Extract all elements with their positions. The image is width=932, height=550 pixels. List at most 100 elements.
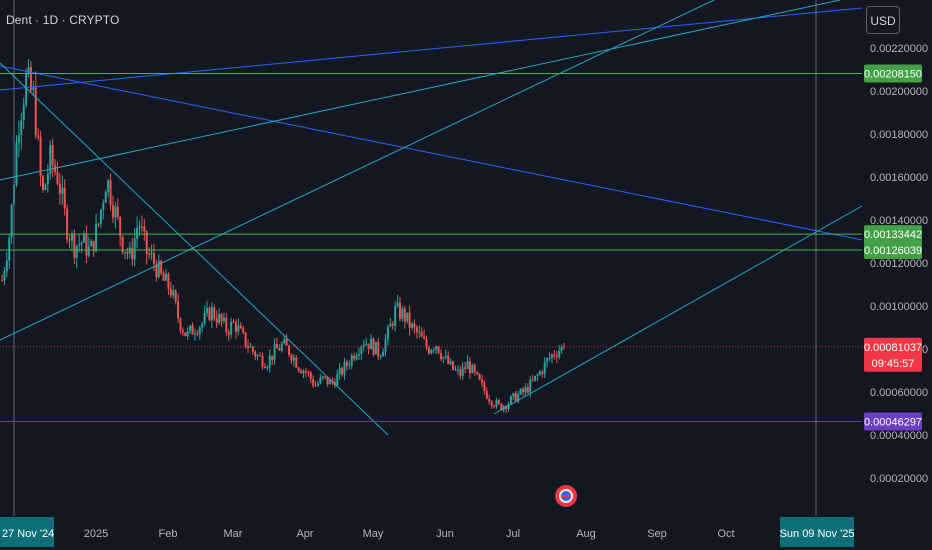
candle-body [201, 323, 204, 328]
candle-body [309, 372, 312, 379]
candle-body [439, 353, 442, 359]
price-label-value: 0.00126039 [864, 245, 922, 257]
trend-line[interactable] [0, 0, 841, 181]
candle-body [285, 338, 288, 346]
candle-body [370, 338, 373, 350]
candle-body [90, 240, 93, 247]
candle-body [326, 376, 329, 385]
candle-body [191, 325, 194, 335]
candle-body [464, 367, 467, 369]
price-label-box [864, 337, 922, 372]
candle-body [300, 370, 303, 374]
candle-body [3, 271, 6, 281]
candle-body [239, 325, 242, 329]
crosshair-end-label-box [780, 517, 854, 547]
candle-body [61, 187, 64, 194]
candle-body [165, 274, 168, 281]
candle-body [553, 354, 556, 357]
candle-body [362, 344, 365, 347]
candle-body [273, 344, 276, 360]
time-axis[interactable]: 2025 Feb Mar Apr May Jun Jul Aug Sep Oct 27 Nov '2… [0, 517, 854, 547]
candle-body [408, 312, 411, 328]
time-tick-label: May [363, 528, 384, 540]
event-flag-icon[interactable] [555, 485, 577, 507]
candle-body [485, 391, 488, 399]
candle-body [145, 231, 148, 254]
candle-body [473, 365, 476, 372]
price-tick-label: 0.00020000 [870, 473, 928, 485]
candle-body [184, 332, 187, 337]
candle-body [336, 374, 339, 386]
candle-body [519, 388, 522, 395]
candle-body [478, 373, 481, 380]
time-tick-label: Jun [436, 528, 454, 540]
candle-body [377, 341, 380, 357]
candle-body [536, 374, 539, 376]
candle-body [251, 346, 254, 352]
candle-body [517, 394, 520, 402]
candle-body [490, 401, 493, 406]
candle-body [266, 367, 269, 369]
candle-body [500, 403, 503, 411]
time-tick-label: Apr [296, 528, 313, 540]
candle-body [435, 346, 438, 350]
crosshair-start-label: 27 Nov '24 [2, 528, 54, 540]
candle-body [37, 135, 40, 137]
candle-body [237, 325, 240, 332]
candle-body [483, 382, 486, 392]
candle-body [111, 205, 114, 218]
candle-body [382, 351, 385, 357]
candle-body [447, 355, 450, 364]
candle-body [394, 306, 397, 326]
candle-body [157, 261, 160, 278]
candle-body [160, 261, 163, 274]
candle-body [292, 357, 295, 361]
candle-body [230, 321, 233, 335]
price-label-value: 0.00133442 [864, 229, 922, 241]
price-tick-label: 0.00200000 [870, 86, 928, 98]
trend-line[interactable] [0, 62, 389, 436]
candle-body [360, 346, 363, 354]
candle-body [121, 236, 124, 253]
trend-line[interactable] [0, 65, 863, 241]
candle-body [509, 396, 512, 404]
candle-body [555, 356, 558, 358]
trend-line[interactable] [0, 0, 715, 341]
candle-body [459, 369, 462, 376]
candle-body [232, 321, 235, 323]
horizontal-price-lines[interactable] [0, 72, 862, 422]
candle-body [524, 387, 527, 393]
candle-body [437, 346, 440, 354]
trend-line[interactable] [0, 7, 863, 91]
candle-body [68, 239, 71, 241]
candle-body [389, 323, 392, 327]
candle-body [196, 333, 199, 335]
candle-body [85, 233, 88, 256]
candle-body [468, 361, 471, 374]
candle-body [104, 191, 107, 203]
candle-body [372, 338, 375, 355]
candle-body [312, 378, 315, 386]
candle-body [283, 338, 286, 344]
candle-body [198, 327, 201, 335]
candle-body [452, 361, 455, 370]
time-tick-label: Jul [506, 528, 520, 540]
candle-body [304, 370, 307, 373]
candle-body [432, 349, 435, 351]
candle-body [227, 331, 230, 335]
candle-body [119, 216, 122, 237]
candle-body [206, 308, 209, 314]
crosshair-end-label: Sun 09 Nov '25 [780, 528, 855, 540]
price-tick-label: 0.00040000 [870, 430, 928, 442]
candle-body [379, 356, 382, 358]
candle-body [263, 366, 266, 368]
candle-body [44, 184, 47, 190]
currency-button[interactable]: USD [866, 6, 900, 34]
candle-body [454, 369, 457, 371]
trendline-drawings[interactable] [0, 0, 863, 516]
price-tick-label: 0.00140000 [870, 215, 928, 227]
trend-line[interactable] [493, 205, 863, 415]
candle-body [280, 343, 283, 351]
